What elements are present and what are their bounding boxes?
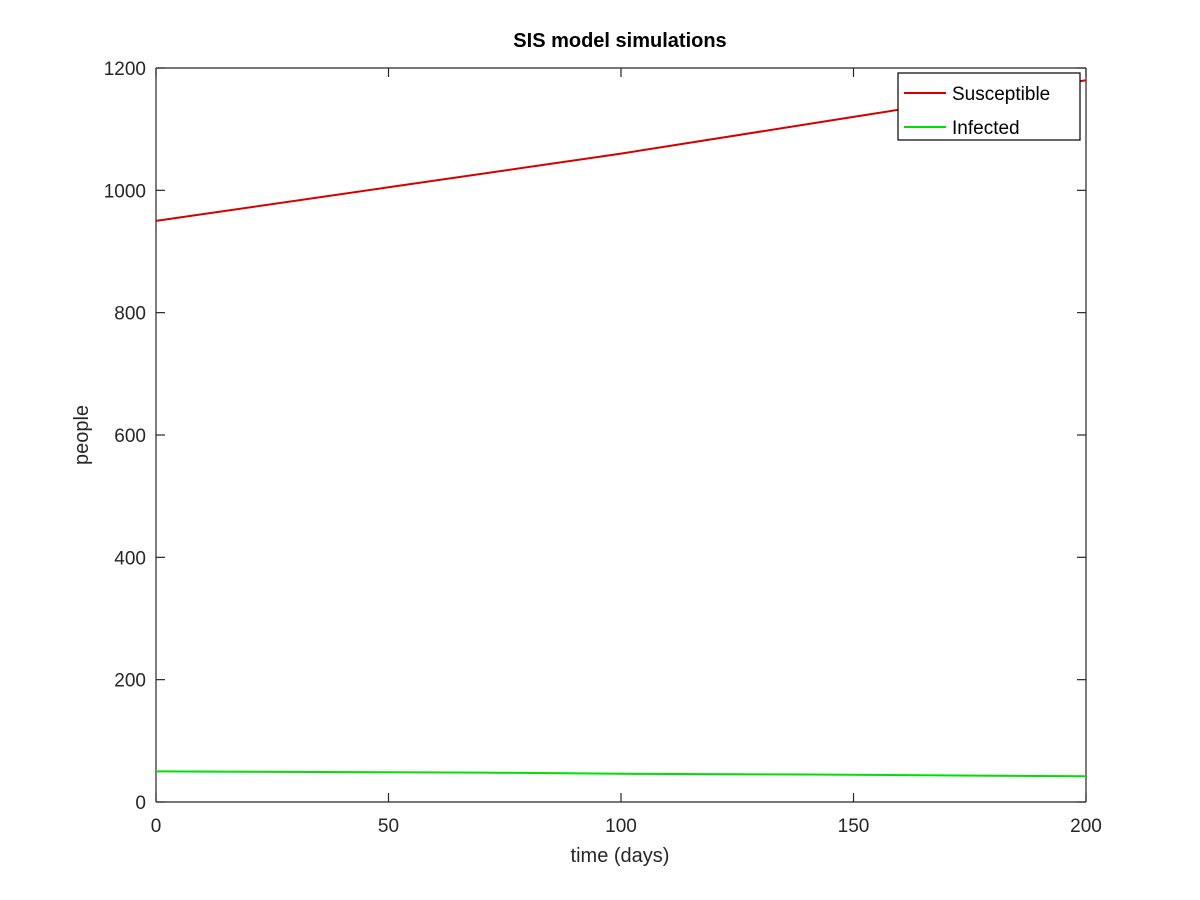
legend-label-susceptible: Susceptible [952,84,1050,105]
y-tick-label: 1000 [104,181,146,202]
y-tick-label: 1200 [104,59,146,80]
series-line-infected [155,770,1087,778]
legend-label-infected: Infected [952,118,1020,139]
x-tick-label: 50 [378,816,399,837]
y-tick-label: 800 [114,304,146,325]
y-axis-ticks: 0 200 400 600 800 1000 1200 [104,59,1086,814]
chart-title: SIS model simulations [513,30,726,52]
x-tick-label: 0 [151,816,162,837]
x-tick-label: 200 [1070,816,1102,837]
x-tick-label: 150 [838,816,870,837]
y-tick-label: 400 [114,548,146,569]
y-axis-title: people [71,405,93,465]
y-tick-label: 0 [135,793,146,814]
y-tick-label: 600 [114,426,146,447]
y-tick-label: 200 [114,671,146,692]
x-axis-title: time (days) [571,845,670,867]
x-axis-ticks: 0 50 100 150 200 [151,68,1102,837]
axes-frame [155,67,1087,803]
legend: Susceptible Infected [897,72,1081,141]
series-layer [155,79,1087,778]
x-tick-label: 100 [605,816,637,837]
legend-box [897,72,1081,141]
